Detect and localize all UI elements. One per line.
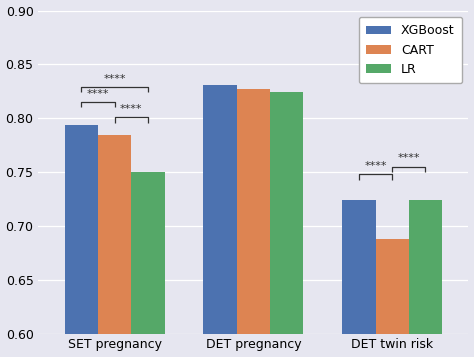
Bar [342, 200, 375, 333]
Bar [270, 92, 303, 333]
Text: ****: **** [364, 161, 387, 171]
Text: ****: **** [120, 104, 143, 114]
Text: ****: **** [103, 74, 126, 84]
Text: ****: **** [398, 154, 420, 164]
Bar [131, 172, 164, 333]
Bar [375, 239, 409, 333]
Bar [409, 200, 442, 333]
Legend: XGBoost, CART, LR: XGBoost, CART, LR [358, 17, 462, 83]
Bar [65, 125, 98, 333]
Bar [237, 89, 270, 333]
Text: ****: **** [87, 89, 109, 99]
Bar [98, 135, 131, 333]
Bar [203, 85, 237, 333]
